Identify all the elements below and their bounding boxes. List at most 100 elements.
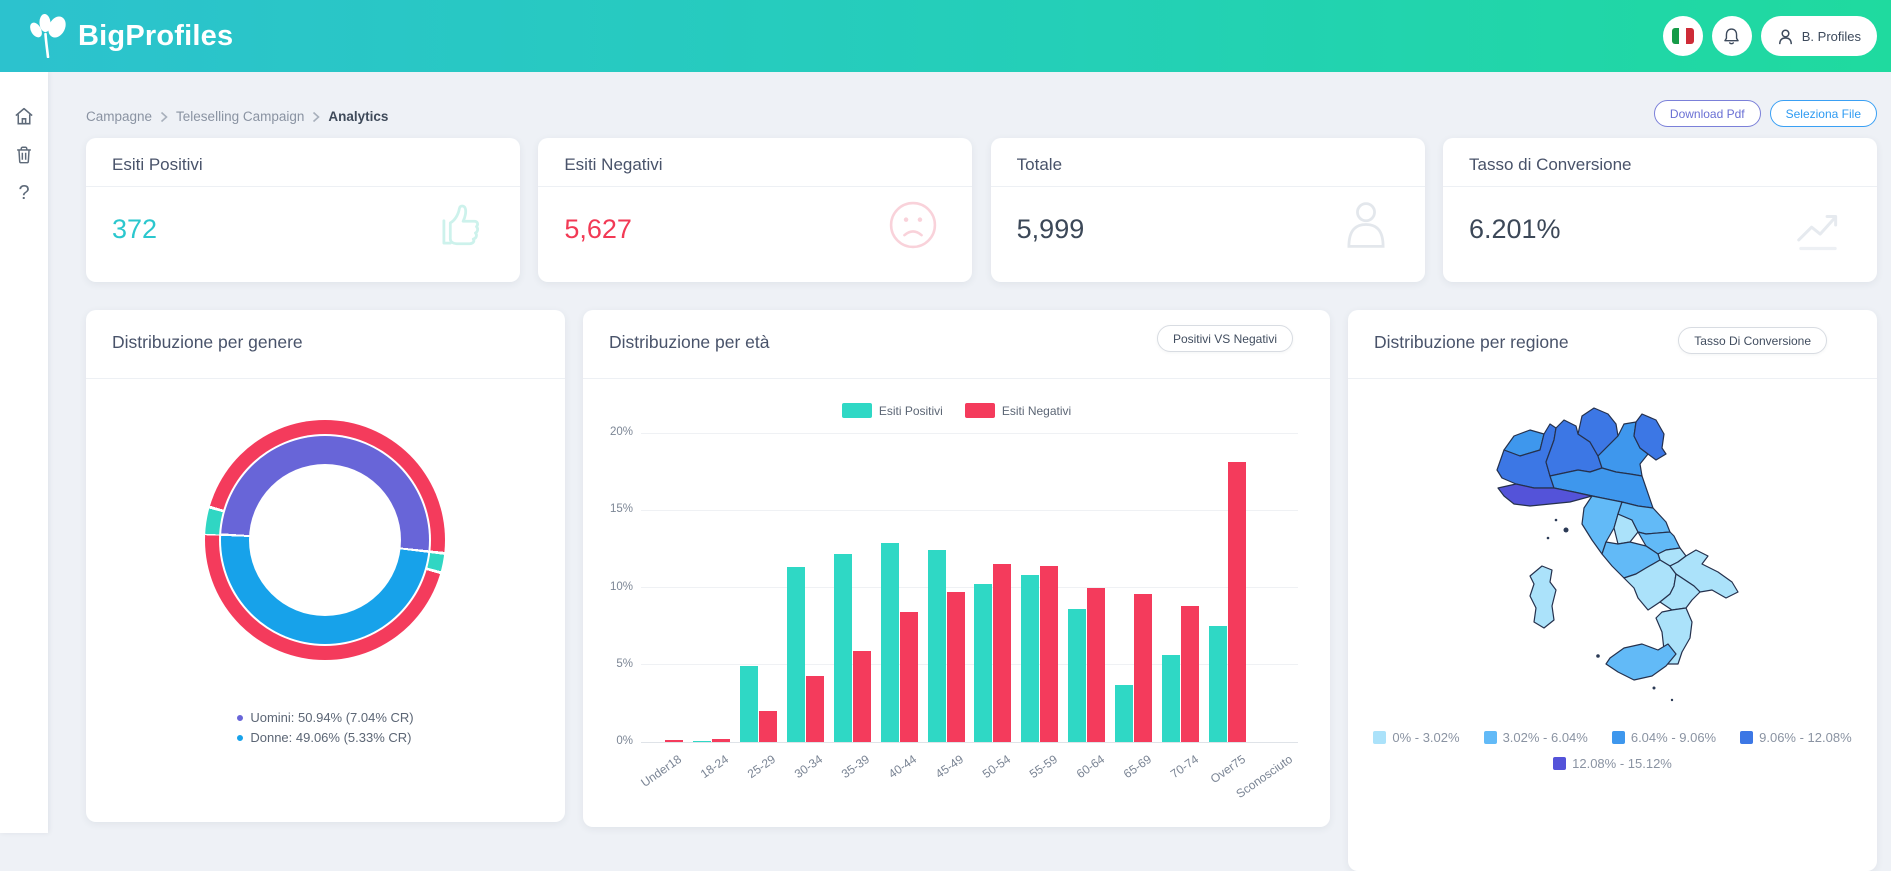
y-axis-label: 5% [589,658,633,670]
x-axis-label: 30-34 [792,752,825,781]
chart-card-eta: Distribuzione per età Positivi VS Negati… [583,310,1330,827]
user-icon [1777,28,1794,45]
x-axis-label: 65-69 [1121,752,1154,781]
map-legend-row2: 12.08% - 15.12% [1348,756,1877,771]
language-button[interactable] [1663,16,1703,56]
thumbs-up-icon [430,194,492,261]
age-chart-legend: Esiti Positivi Esiti Negativi [583,403,1330,418]
bar-positivi-55-59[interactable] [1021,575,1039,742]
bar-positivi-30-34[interactable] [787,567,805,742]
y-axis-label: 10% [589,581,633,593]
trend-up-icon [1787,194,1849,261]
notifications-button[interactable] [1712,16,1752,56]
bar-positivi-Over75[interactable] [1209,626,1227,742]
kpi-title: Tasso di Conversione [1469,155,1632,175]
bar-negativi-60-64[interactable] [1087,588,1105,743]
breadcrumb-campagne[interactable]: Campagne [86,109,152,124]
bar-positivi-45-49[interactable] [928,550,946,742]
legend-swatch [965,403,995,418]
small-island [1547,537,1550,540]
bar-negativi-35-39[interactable] [853,651,871,742]
bar-negativi-55-59[interactable] [1040,566,1058,742]
map-legend-item[interactable]: 12.08% - 15.12% [1553,756,1672,771]
bar-negativi-45-49[interactable] [947,592,965,742]
x-axis-label: Over75 [1207,752,1247,786]
bar-positivi-70-74[interactable] [1162,655,1180,742]
home-icon [13,105,36,128]
gender-legend-label: Donne: 49.06% (5.33% CR) [250,730,411,745]
legend-swatch [1740,731,1753,744]
gender-legend-item[interactable]: Uomini: 50.94% (7.04% CR) [237,710,413,725]
legend-swatch [1553,757,1566,770]
kpi-card-esiti-negativi: Esiti Negativi 5,627 [538,138,972,282]
small-island [1564,528,1569,533]
bar-positivi-50-54[interactable] [974,584,992,742]
trash-icon [13,144,35,166]
map-legend-label: 0% - 3.02% [1392,730,1459,745]
positivi-vs-negativi-button[interactable]: Positivi VS Negativi [1157,325,1293,352]
kpi-card-esiti-positivi: Esiti Positivi 372 [86,138,520,282]
gender-legend-item[interactable]: Donne: 49.06% (5.33% CR) [237,730,411,745]
x-axis-label: 55-59 [1027,752,1060,781]
x-axis-label: 25-29 [745,752,778,781]
app-header: BigProfiles B. Profiles [0,0,1891,72]
region-sardegna[interactable] [1530,566,1556,628]
download-pdf-button[interactable]: Download Pdf [1654,100,1761,127]
bar-positivi-35-39[interactable] [834,554,852,742]
main-content: Campagne Teleselling Campaign Analytics … [48,72,1891,833]
bell-icon [1721,26,1742,47]
bar-positivi-25-29[interactable] [740,666,758,742]
kpi-row: Esiti Positivi 372 Esiti Negativi 5,627 [86,138,1877,282]
sidebar-help-button[interactable]: ? [18,182,29,205]
bigprofiles-flower-icon [28,14,70,58]
user-menu[interactable]: B. Profiles [1761,16,1877,56]
gridline [641,664,1298,665]
bar-negativi-65-69[interactable] [1134,594,1152,742]
bar-negativi-Under18[interactable] [665,740,683,742]
tasso-di-conversione-button[interactable]: Tasso Di Conversione [1678,327,1827,354]
kpi-card-totale: Totale 5,999 [991,138,1425,282]
bar-negativi-50-54[interactable] [993,564,1011,742]
bar-positivi-40-44[interactable] [881,543,899,742]
chart-card-genere: Distribuzione per genere Uomini: 50.94% … [86,310,565,822]
bar-negativi-Over75[interactable] [1228,462,1246,742]
sidebar-trash-button[interactable] [13,144,35,171]
region-sicilia[interactable] [1606,644,1676,680]
italy-choropleth-map[interactable] [1450,370,1830,730]
bar-positivi-60-64[interactable] [1068,609,1086,742]
legend-swatch [1484,731,1497,744]
sidebar-home-button[interactable] [13,105,36,133]
brand-name: BigProfiles [78,20,233,53]
kpi-card-tasso-di-conversione: Tasso di Conversione 6.201% [1443,138,1877,282]
bar-negativi-40-44[interactable] [900,612,918,742]
map-legend-item[interactable]: 6.04% - 9.06% [1612,730,1716,745]
bar-positivi-65-69[interactable] [1115,685,1133,742]
map-legend-item[interactable]: 9.06% - 12.08% [1740,730,1852,745]
kpi-title: Esiti Positivi [112,155,203,175]
map-legend-item[interactable]: 0% - 3.02% [1373,730,1459,745]
bar-negativi-18-24[interactable] [712,739,730,742]
kpi-value: 6.201% [1469,214,1561,245]
chevron-right-icon [160,111,168,123]
age-legend-item[interactable]: Esiti Negativi [965,403,1071,418]
bar-negativi-70-74[interactable] [1181,606,1199,742]
map-legend-item[interactable]: 3.02% - 6.04% [1484,730,1588,745]
seleziona-file-button[interactable]: Seleziona File [1770,100,1877,127]
italian-flag-icon [1672,28,1694,44]
gridline [641,433,1298,434]
chart-title-genere: Distribuzione per genere [112,332,303,353]
map-legend-label: 12.08% - 15.12% [1572,756,1672,771]
bar-negativi-30-34[interactable] [806,676,824,742]
brand-logo[interactable]: BigProfiles [28,14,233,58]
breadcrumb-campaign[interactable]: Teleselling Campaign [176,109,304,124]
age-legend-item[interactable]: Esiti Positivi [842,403,943,418]
bar-positivi-18-24[interactable] [693,741,711,742]
map-legend-label: 9.06% - 12.08% [1759,730,1852,745]
small-island [1653,687,1656,690]
y-axis-label: 15% [589,503,633,515]
breadcrumb: Campagne Teleselling Campaign Analytics [86,109,388,124]
gender-donut-chart[interactable] [205,420,445,660]
x-axis-label: 40-44 [886,752,919,781]
bar-negativi-25-29[interactable] [759,711,777,742]
